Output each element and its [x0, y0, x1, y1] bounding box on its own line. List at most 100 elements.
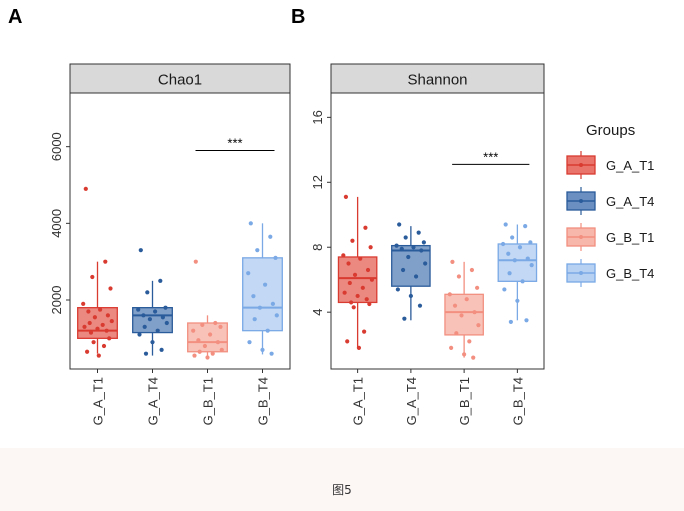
data-point	[345, 339, 350, 344]
data-point	[219, 347, 224, 352]
data-point	[101, 343, 107, 349]
data-point	[525, 256, 530, 261]
data-point	[394, 243, 399, 248]
data-point	[92, 315, 97, 320]
legend-label: G_A_T4	[606, 194, 654, 209]
data-point	[160, 315, 165, 320]
y-tick-label: 4	[310, 309, 325, 316]
x-tick-label: G_A_T1	[91, 377, 106, 425]
data-point	[506, 251, 511, 256]
data-point	[342, 290, 347, 295]
x-tick-label: G_B_T1	[201, 377, 216, 425]
box-g-b-t1	[444, 261, 484, 358]
data-point	[502, 287, 507, 292]
data-point	[395, 287, 400, 292]
data-point	[397, 222, 402, 227]
data-point	[471, 355, 476, 360]
data-point	[500, 241, 506, 247]
legend-key-point	[579, 271, 583, 275]
data-point	[507, 271, 512, 276]
data-point	[90, 274, 95, 280]
data-point	[367, 301, 372, 307]
data-point	[503, 222, 508, 227]
facet-title: Shannon	[407, 72, 467, 89]
data-point	[423, 261, 428, 266]
data-point	[362, 329, 367, 334]
data-point	[449, 345, 454, 350]
figure: A Chao1 2000 4000 6000 *** G_A_T1 G_A_T4 G_B_T1 G…	[8, 6, 655, 426]
data-point	[365, 267, 371, 273]
data-point	[155, 328, 160, 333]
data-point	[349, 300, 354, 305]
data-point	[145, 290, 150, 295]
data-point	[85, 349, 90, 354]
plot-border	[69, 92, 291, 370]
facet-strip	[69, 63, 291, 94]
data-point	[163, 305, 168, 310]
data-point	[265, 328, 270, 333]
data-point	[87, 320, 92, 326]
data-point	[399, 246, 404, 251]
panel-a: A Chao1 2000 4000 6000 *** G_A_T1 G_A_T4 G_B_T1 G…	[8, 6, 291, 425]
data-point	[363, 225, 368, 230]
data-point	[108, 286, 113, 291]
significance-label: ***	[227, 136, 242, 151]
legend-key-point	[579, 199, 583, 203]
significance-label: ***	[483, 149, 498, 164]
data-point	[510, 235, 515, 240]
data-point	[416, 230, 421, 235]
data-point	[341, 253, 346, 258]
data-point	[141, 313, 146, 318]
data-point	[403, 235, 408, 240]
box-g-a-t1	[77, 261, 118, 354]
data-point	[512, 258, 517, 263]
panel-label-a: A	[8, 6, 22, 28]
data-point	[158, 278, 163, 283]
data-point	[147, 317, 152, 322]
data-point	[419, 248, 424, 253]
legend-label: G_A_T1	[606, 158, 654, 173]
box-iqr	[132, 307, 173, 334]
data-point	[248, 221, 253, 226]
data-point	[464, 297, 469, 302]
data-point	[268, 234, 273, 239]
data-point	[447, 292, 452, 297]
data-point	[137, 332, 142, 337]
x-tick-label: G_B_T4	[510, 377, 525, 425]
data-point	[91, 340, 96, 345]
y-tick-label: 6000	[49, 132, 64, 161]
panel-b: B Shannon 4 8 12 16 *** G_A_T1 G_A_T4 G_B_T1 G_B_T…	[291, 6, 545, 425]
data-point	[406, 254, 411, 260]
data-point	[218, 324, 223, 329]
data-point	[269, 351, 274, 356]
data-point	[417, 303, 423, 308]
data-point	[193, 259, 198, 264]
box-iqr	[444, 293, 484, 336]
data-point	[452, 303, 458, 308]
data-point	[467, 339, 472, 344]
data-point	[257, 305, 262, 310]
data-point	[360, 285, 365, 290]
x-tick-label: G_A_T4	[146, 377, 161, 425]
data-point	[368, 245, 373, 250]
data-point	[263, 282, 268, 287]
data-point	[192, 353, 197, 358]
data-point	[98, 307, 103, 312]
data-point	[159, 347, 164, 352]
data-point	[196, 338, 201, 343]
data-point	[205, 355, 210, 360]
x-tick-label: G_A_T4	[404, 377, 419, 425]
legend-item-g-b-t4: G_B_T4	[566, 259, 654, 287]
data-point	[274, 313, 279, 318]
figure-caption: 图5	[332, 483, 352, 497]
data-point	[411, 245, 416, 250]
data-point	[81, 301, 86, 306]
data-point	[351, 305, 356, 310]
data-point	[109, 318, 114, 324]
box-iqr	[77, 307, 118, 339]
data-point	[208, 332, 213, 337]
data-point	[104, 328, 109, 333]
data-point	[347, 280, 352, 286]
data-point	[136, 307, 141, 312]
